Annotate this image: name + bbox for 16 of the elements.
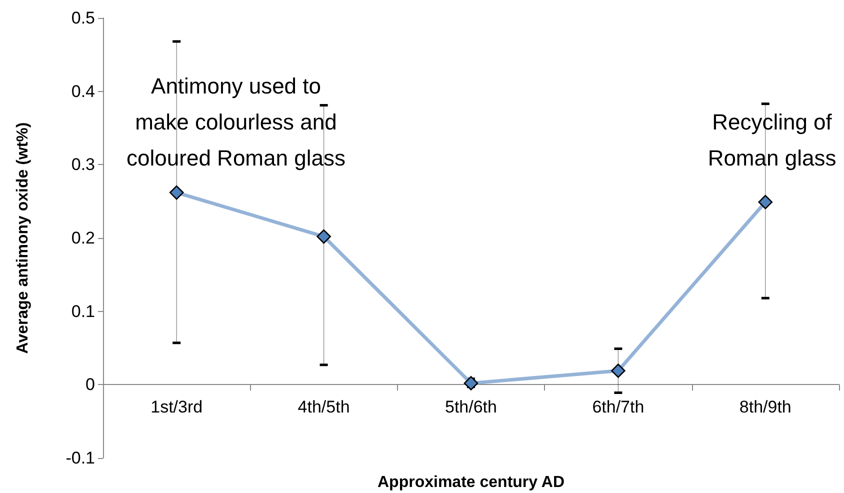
x-tick-label: 1st/3rd [150,398,203,417]
annotation: Recycling of Roman glass [708,110,836,170]
x-tick-label: 5th/6th [445,398,497,417]
y-tick-label: 0.4 [71,82,95,101]
y-tick-label: 0.5 [71,8,95,28]
annotation: Antimony used to make colourless and coloured Roman glass [126,74,346,170]
y-tick-label: 0.3 [71,155,95,174]
x-axis-title: Approximate century AD [378,474,564,492]
y-tick-label: 0.2 [71,228,95,248]
x-tick-label: 6th/7th [592,398,644,417]
y-tick-label: 0 [86,375,95,394]
x-tick-label: 8th/9th [739,398,792,417]
y-tick-label: 0.1 [71,302,95,321]
x-tick-label: 4th/5th [298,398,350,417]
y-axis-title: Average antimony oxide (wt%) [14,122,32,354]
y-tick-label: -0.1 [66,448,95,468]
